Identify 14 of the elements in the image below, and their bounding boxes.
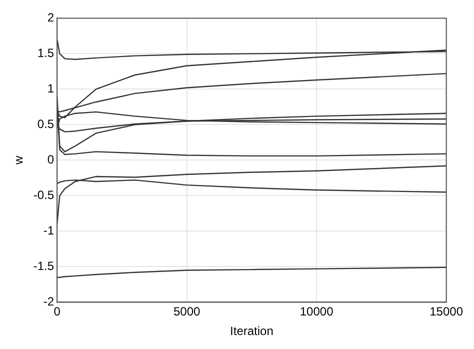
y-tick-label: 2 (47, 10, 54, 25)
x-tick-label: 15000 (430, 304, 464, 319)
y-tick-label: 0 (47, 152, 54, 167)
y-tick-label: -1.5 (33, 259, 54, 274)
y-tick-label: 1 (47, 82, 54, 96)
y-tick-label: -0.5 (33, 188, 54, 202)
y-tick-label: -1 (43, 224, 54, 238)
y-axis-title: w (12, 156, 26, 166)
x-axis-title: Iteration (230, 324, 274, 338)
y-tick-label: 0.5 (37, 117, 54, 132)
x-tick-label: 10000 (300, 304, 334, 319)
y-tick-label: 1.5 (37, 46, 54, 60)
y-tick-label: -2 (43, 294, 54, 309)
x-tick-label: 5000 (173, 304, 200, 319)
